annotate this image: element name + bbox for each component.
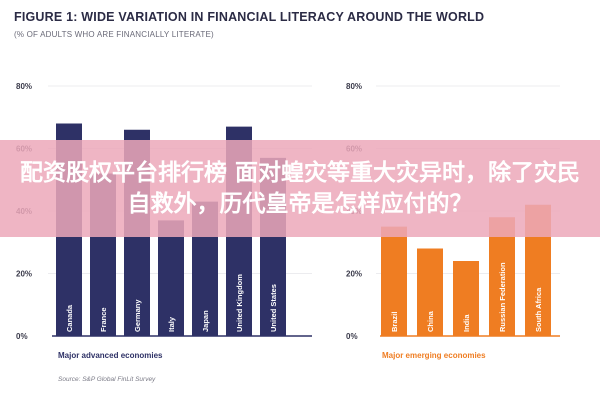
chart-title: FIGURE 1: WIDE VARIATION IN FINANCIAL LI… bbox=[14, 10, 485, 24]
y-tick-label: 80% bbox=[346, 82, 362, 91]
bar-china bbox=[417, 248, 443, 336]
bar-brazil bbox=[381, 226, 407, 336]
bar-russian-federation bbox=[489, 217, 515, 336]
bar-category-label: Germany bbox=[133, 299, 142, 332]
bar-category-label: United Kingdom bbox=[235, 274, 244, 332]
bar-category-label: United States bbox=[269, 284, 278, 332]
y-tick-label: 0% bbox=[346, 332, 358, 341]
y-tick-label: 0% bbox=[16, 332, 28, 341]
y-tick-label: 80% bbox=[16, 82, 32, 91]
bar-category-label: South Africa bbox=[534, 287, 543, 332]
bar-category-label: Brazil bbox=[390, 312, 399, 332]
bar-italy bbox=[158, 220, 184, 336]
bar-category-label: China bbox=[426, 310, 435, 332]
chart-subtitle: (% OF ADULTS WHO ARE FINANCIALLY LITERAT… bbox=[14, 30, 214, 39]
bar-india bbox=[453, 261, 479, 336]
advanced-economies-label: Major advanced economies bbox=[58, 351, 163, 360]
bar-category-label: France bbox=[99, 307, 108, 332]
promo-banner-text: 配资股权平台排行榜 面对蝗灾等重大灾异时，除了灾民自救外，历代皇帝是怎样应付的？ bbox=[19, 159, 580, 217]
emerging-economies-label: Major emerging economies bbox=[382, 351, 486, 360]
bar-category-label: Italy bbox=[167, 316, 176, 332]
y-tick-label: 20% bbox=[16, 270, 32, 279]
bar-category-label: Russian Federation bbox=[498, 262, 507, 332]
promo-banner[interactable]: 配资股权平台排行榜 面对蝗灾等重大灾异时，除了灾民自救外，历代皇帝是怎样应付的？ bbox=[0, 140, 600, 237]
y-tick-label: 20% bbox=[346, 270, 362, 279]
bar-category-label: Canada bbox=[65, 304, 74, 332]
bar-category-label: Japan bbox=[201, 310, 210, 332]
bar-category-label: India bbox=[462, 314, 471, 332]
source-note: Source: S&P Global FinLit Survey bbox=[58, 376, 156, 383]
